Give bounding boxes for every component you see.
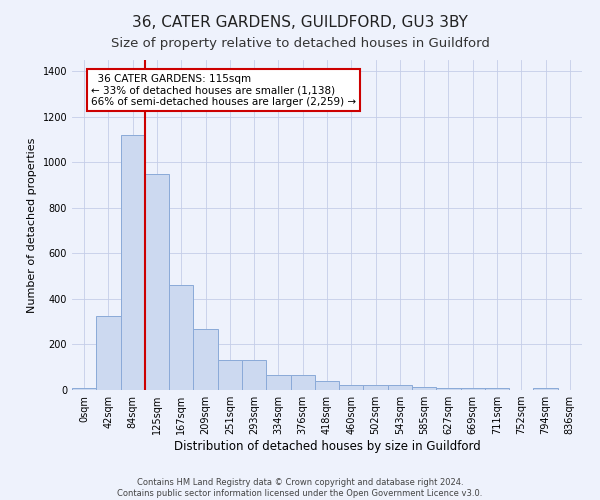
Bar — [485, 388, 509, 390]
Bar — [121, 135, 145, 390]
Bar — [290, 375, 315, 390]
Bar — [169, 286, 193, 390]
Bar — [533, 388, 558, 390]
Bar — [193, 328, 218, 390]
Bar — [266, 375, 290, 390]
Bar — [364, 386, 388, 390]
Y-axis label: Number of detached properties: Number of detached properties — [27, 138, 37, 312]
Text: 36 CATER GARDENS: 115sqm
← 33% of detached houses are smaller (1,138)
66% of sem: 36 CATER GARDENS: 115sqm ← 33% of detach… — [91, 74, 356, 107]
Bar — [339, 386, 364, 390]
Bar — [72, 388, 96, 390]
Text: Size of property relative to detached houses in Guildford: Size of property relative to detached ho… — [110, 38, 490, 51]
Text: 36, CATER GARDENS, GUILDFORD, GU3 3BY: 36, CATER GARDENS, GUILDFORD, GU3 3BY — [132, 15, 468, 30]
Text: Contains HM Land Registry data © Crown copyright and database right 2024.
Contai: Contains HM Land Registry data © Crown c… — [118, 478, 482, 498]
Bar — [242, 360, 266, 390]
Bar — [96, 316, 121, 390]
Bar — [145, 174, 169, 390]
Bar — [388, 386, 412, 390]
Bar — [436, 388, 461, 390]
X-axis label: Distribution of detached houses by size in Guildford: Distribution of detached houses by size … — [173, 440, 481, 453]
Bar — [315, 381, 339, 390]
Bar — [412, 386, 436, 390]
Bar — [461, 388, 485, 390]
Bar — [218, 360, 242, 390]
